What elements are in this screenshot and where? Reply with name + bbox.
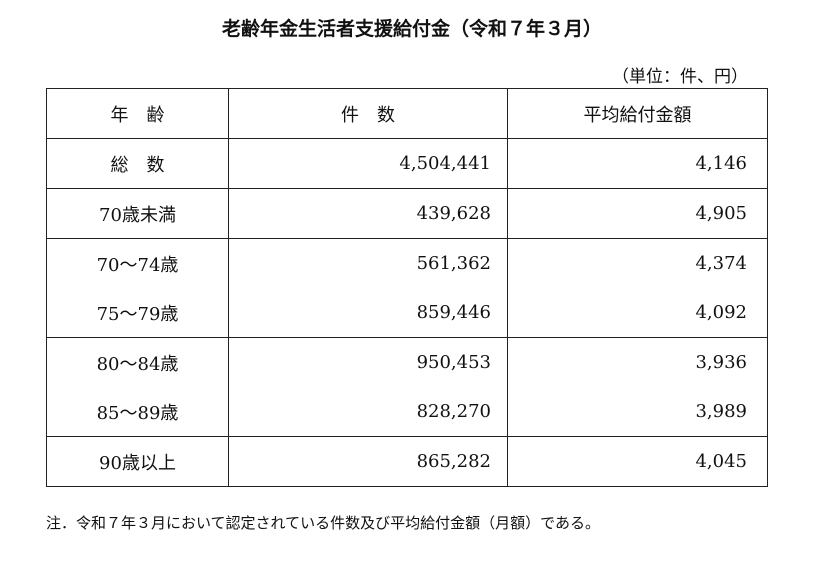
column-header: 平均給付金額 xyxy=(507,88,768,139)
header-row: 年 齢 件 数 平均給付金額 xyxy=(46,88,768,139)
unit: （単位：件、円） xyxy=(612,67,748,87)
column-header: 年 齢 xyxy=(46,88,229,139)
row-label: 総 数 xyxy=(46,138,229,189)
cell: 859,446 xyxy=(228,288,508,338)
title: 老齢年金生活者支援給付金（令和７年３月） xyxy=(221,18,602,40)
row-label: 70歳未満 xyxy=(46,188,229,239)
note: 注．令和７年３月において認定されている件数及び平均給付金額（月額）である。 xyxy=(46,514,600,532)
row-label: 75～79歳 xyxy=(46,288,229,338)
row: 80～84歳 950,453 3,936 xyxy=(46,337,768,387)
cell: 4,146 xyxy=(507,138,768,189)
cell: 439,628 xyxy=(228,188,508,239)
cell: 4,045 xyxy=(507,436,768,487)
cell: 4,092 xyxy=(507,288,768,338)
row-label: 70～74歳 xyxy=(46,238,229,288)
row-label: 80～84歳 xyxy=(46,337,229,387)
cell: 3,989 xyxy=(507,387,768,437)
cell: 828,270 xyxy=(228,387,508,437)
cell: 4,905 xyxy=(507,188,768,239)
cell: 950,453 xyxy=(228,337,508,387)
row-label: 90歳以上 xyxy=(46,436,229,487)
row: 90歳以上 865,282 4,045 xyxy=(46,436,768,487)
cell: 561,362 xyxy=(228,238,508,288)
cell: 865,282 xyxy=(228,436,508,487)
row: 70～74歳 561,362 4,374 xyxy=(46,238,768,288)
table: 年 齢 件 数 平均給付金額 総 数 4,504,441 4,146 70歳未満 43… xyxy=(46,88,768,487)
cell: 3,936 xyxy=(507,337,768,387)
row: 70歳未満 439,628 4,905 xyxy=(46,188,768,239)
cell: 4,374 xyxy=(507,238,768,288)
row: 総 数 4,504,441 4,146 xyxy=(46,138,768,189)
row: 75～79歳 859,446 4,092 xyxy=(46,288,768,338)
row-label: 85～89歳 xyxy=(46,387,229,437)
row: 85～89歳 828,270 3,989 xyxy=(46,387,768,437)
cell: 4,504,441 xyxy=(228,138,508,189)
column-header: 件 数 xyxy=(228,88,508,139)
